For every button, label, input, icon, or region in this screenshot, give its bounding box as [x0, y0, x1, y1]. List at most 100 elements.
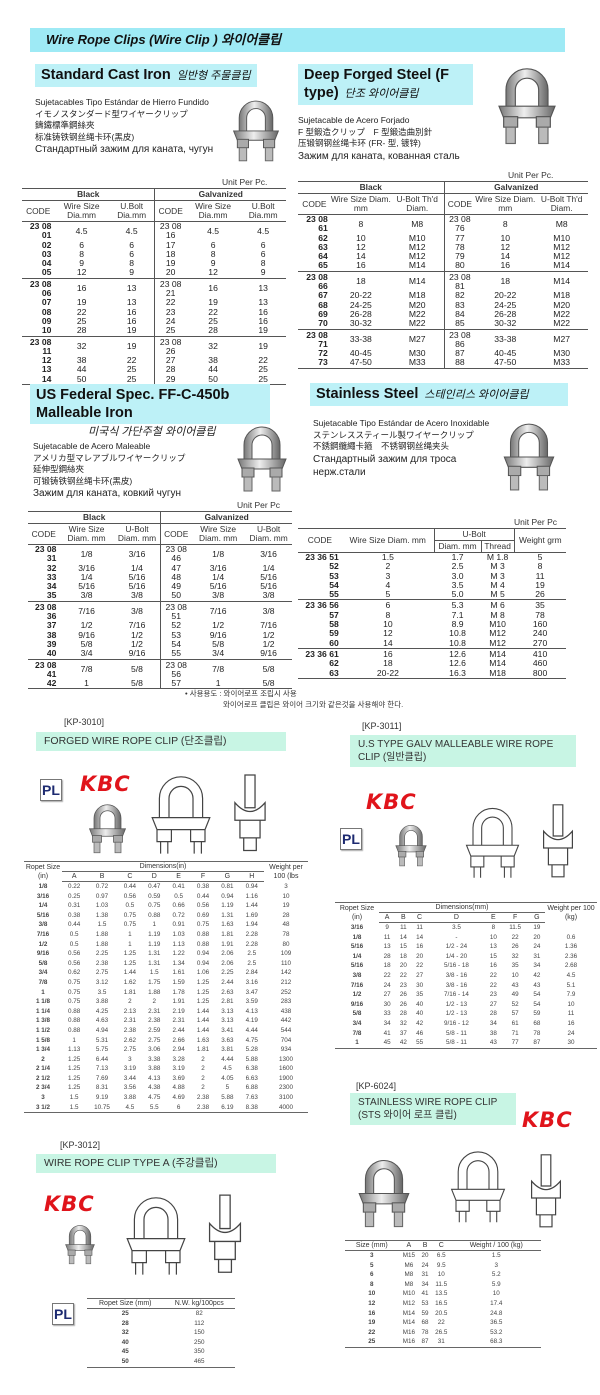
table-cell: 9	[79, 258, 84, 269]
table-cell: 24	[567, 1029, 575, 1037]
table-cell: 42	[416, 1019, 424, 1027]
forged-clip-photo	[85, 800, 130, 856]
table-cell: 13	[108, 277, 156, 299]
table-cell: 1	[355, 1039, 359, 1047]
table-cell: 4.69	[172, 1094, 185, 1102]
table-cell: M8	[390, 214, 445, 234]
col-wire-size: Wire Size Diam. mm	[475, 193, 536, 215]
table-cell: 6.44	[95, 1055, 109, 1063]
table-cell: 0.38	[196, 883, 210, 890]
table-row: 35 3/8 3/8 50 3/8 3/8	[28, 590, 292, 602]
table-cell: 6.63	[245, 1074, 258, 1082]
table-cell: 465	[194, 1357, 205, 1365]
col-ubolt: U-Bolt Diam. mm	[113, 523, 162, 545]
table-cell: 9	[385, 924, 389, 931]
table-cell: 22	[208, 306, 218, 317]
table-cell: 2.31	[123, 1017, 137, 1025]
cast-iron-table-wrap: Black Galvanized CODE Wire Size Dia.mm U.Bo…	[22, 188, 286, 386]
type-a-clip-front-drawing	[120, 1190, 192, 1280]
table-cell: 9.19	[95, 1094, 109, 1102]
table-cell: 4.38	[148, 1084, 161, 1092]
table-cell: M10	[553, 232, 571, 243]
table-row: 02 6 6 17 6 6	[22, 240, 286, 250]
col-ubolt: U-Bolt Th'd Diam.	[535, 193, 588, 215]
table-cell: 38	[46, 629, 57, 640]
table-cell: 34	[421, 1280, 429, 1288]
table-cell: 12	[76, 267, 87, 278]
column-header: E	[166, 871, 191, 882]
column-header: C	[117, 871, 143, 882]
table-cell: 14	[383, 637, 393, 648]
table-cell: 16	[567, 1019, 575, 1027]
table-cell: 0.6	[566, 933, 576, 941]
table-cell: 3100	[278, 1094, 293, 1102]
table-cell: 4.19	[245, 1017, 258, 1025]
table-cell: 62	[329, 658, 339, 669]
table-cell: 8	[502, 218, 508, 229]
table-cell: 5	[537, 552, 543, 562]
table-cell: 442	[280, 1017, 292, 1025]
table-cell: 8	[210, 248, 216, 259]
table-cell: M12	[390, 242, 445, 253]
table-row: 67 20-22 M18 82 20-22 M18	[298, 291, 588, 301]
table-cell: 0.66	[172, 902, 185, 910]
table-cell: 20	[399, 962, 407, 970]
table-cell: 1.31	[148, 950, 161, 958]
title-en: US Federal Spec. FF-C-450b Malleable Iro…	[36, 387, 230, 421]
table-cell: 0.75	[123, 921, 137, 929]
table-row: 1 1/4 0.88 4.25 2.13 2.31 2.19 1.44 3.13 4.13 438	[24, 1007, 308, 1017]
kp3012-table: Ropet Size (mm) N.W. kg/100pcs 25 82 28 112 3…	[87, 1298, 235, 1368]
kp3010-table-wrap: Ropet Size (in) Dimensions(in) Weight per …	[24, 861, 308, 1114]
table-cell: M12	[553, 241, 571, 252]
table-cell: 23 08 86	[444, 328, 476, 350]
table-cell: 32	[511, 952, 519, 960]
desc-ru: Зажим для каната, кованная сталь	[298, 150, 460, 162]
table-cell: 6.5	[436, 1252, 446, 1259]
table-cell: 3.5	[97, 988, 107, 996]
table-cell: 5/16	[260, 571, 277, 582]
table-row: 53 3 3.0 M 3 11	[298, 571, 566, 581]
table-cell: 5.2	[491, 1271, 501, 1279]
table-row: 3/8 0.44 1.5 0.75 1 0.91 0.75 1.63 1.94 48	[24, 920, 308, 930]
table-row: 10 M10 41 13.5 10	[345, 1289, 541, 1299]
table-cell: 1	[128, 940, 132, 948]
table-cell: 3 1/2	[35, 1103, 50, 1111]
table-cell: 1/2	[262, 629, 275, 640]
table-cell: 12	[383, 628, 393, 639]
cast-iron-table: Black Galvanized CODE Wire Size Dia.mm U.Bo…	[22, 188, 286, 386]
table-cell: 3/8 - 16	[445, 981, 468, 989]
table-cell: 47	[171, 562, 181, 573]
table-cell: 5/16	[113, 572, 162, 583]
table-cell: 350	[194, 1348, 205, 1356]
table-cell: 142	[280, 969, 292, 977]
col-rope-size: Ropet Size (in)	[25, 863, 61, 880]
table-cell: 27	[165, 355, 176, 366]
table-cell: 1	[215, 678, 221, 689]
table-cell: 10	[489, 933, 497, 941]
table-cell: 10	[368, 1290, 376, 1298]
table-cell: 1.31	[221, 911, 234, 919]
table-row: 5/8 33 28 40 1/2 - 13 28 57 59 11	[335, 1009, 597, 1019]
table-cell: 0.88	[68, 1017, 81, 1025]
table-cell: 27	[489, 1000, 497, 1008]
table-cell: 2 3/4	[35, 1084, 50, 1092]
table-cell: 1900	[278, 1074, 293, 1082]
table-cell: 71	[511, 1029, 519, 1037]
table-cell: 5/16	[209, 581, 227, 592]
table-cell: 16	[500, 260, 511, 271]
table-cell: 410	[514, 647, 566, 660]
table-cell: 3.13	[221, 1007, 234, 1015]
table-cell: 35	[46, 590, 57, 601]
table-cell: 1.06	[196, 969, 210, 977]
table-cell: M20	[390, 300, 445, 310]
table-row: 5 M6 24 9.5 3	[345, 1261, 541, 1271]
table-row: 50 465	[87, 1357, 235, 1367]
table-cell: 78	[282, 930, 290, 938]
table-cell: 2.5	[247, 959, 257, 967]
table-cell: 0.88	[196, 930, 210, 938]
table-cell: 84	[455, 308, 465, 319]
table-cell: 1/2	[212, 620, 225, 631]
table-row: 25 82	[87, 1309, 235, 1319]
table-cell: 1/2	[38, 940, 48, 948]
table-cell: M 5	[490, 589, 505, 600]
